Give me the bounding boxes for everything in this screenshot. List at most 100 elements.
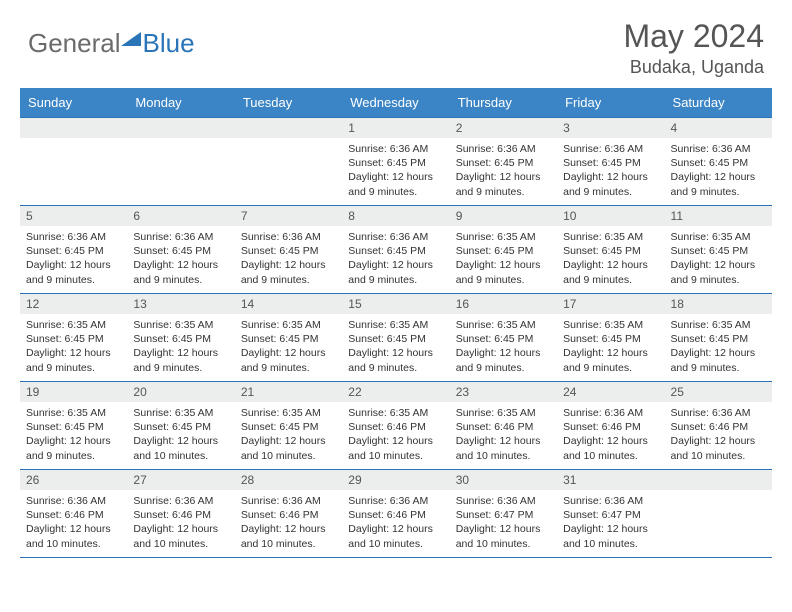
sunrise-line: Sunrise: 6:35 AM	[456, 230, 551, 244]
daylight-line: Daylight: 12 hours and 9 minutes.	[671, 258, 766, 286]
sunset-line: Sunset: 6:45 PM	[241, 420, 336, 434]
day-number: 16	[450, 294, 557, 314]
day-cell	[20, 118, 127, 206]
calendar-body: 1Sunrise: 6:36 AMSunset: 6:45 PMDaylight…	[20, 118, 772, 558]
daylight-line: Daylight: 12 hours and 10 minutes.	[563, 522, 658, 550]
daylight-line: Daylight: 12 hours and 9 minutes.	[241, 258, 336, 286]
day-number: 18	[665, 294, 772, 314]
day-number: 4	[665, 118, 772, 138]
sunset-line: Sunset: 6:46 PM	[26, 508, 121, 522]
day-cell: 5Sunrise: 6:36 AMSunset: 6:45 PMDaylight…	[20, 206, 127, 294]
sunrise-line: Sunrise: 6:35 AM	[26, 406, 121, 420]
sunset-line: Sunset: 6:46 PM	[241, 508, 336, 522]
daylight-line: Daylight: 12 hours and 9 minutes.	[563, 346, 658, 374]
day-cell: 2Sunrise: 6:36 AMSunset: 6:45 PMDaylight…	[450, 118, 557, 206]
daylight-line: Daylight: 12 hours and 10 minutes.	[26, 522, 121, 550]
day-number: 11	[665, 206, 772, 226]
day-number: 5	[20, 206, 127, 226]
day-number: 14	[235, 294, 342, 314]
daylight-line: Daylight: 12 hours and 9 minutes.	[671, 346, 766, 374]
daylight-line: Daylight: 12 hours and 10 minutes.	[241, 522, 336, 550]
day-data: Sunrise: 6:35 AMSunset: 6:45 PMDaylight:…	[20, 402, 127, 469]
sunrise-line: Sunrise: 6:36 AM	[456, 494, 551, 508]
sunset-line: Sunset: 6:47 PM	[563, 508, 658, 522]
day-cell: 7Sunrise: 6:36 AMSunset: 6:45 PMDaylight…	[235, 206, 342, 294]
day-data: Sunrise: 6:35 AMSunset: 6:45 PMDaylight:…	[665, 314, 772, 381]
day-cell: 3Sunrise: 6:36 AMSunset: 6:45 PMDaylight…	[557, 118, 664, 206]
day-cell: 28Sunrise: 6:36 AMSunset: 6:46 PMDayligh…	[235, 470, 342, 558]
day-cell: 20Sunrise: 6:35 AMSunset: 6:45 PMDayligh…	[127, 382, 234, 470]
week-row: 19Sunrise: 6:35 AMSunset: 6:45 PMDayligh…	[20, 382, 772, 470]
calendar-table: SundayMondayTuesdayWednesdayThursdayFrid…	[20, 88, 772, 558]
daylight-line: Daylight: 12 hours and 10 minutes.	[671, 434, 766, 462]
day-number: 29	[342, 470, 449, 490]
day-number: 20	[127, 382, 234, 402]
day-cell: 22Sunrise: 6:35 AMSunset: 6:46 PMDayligh…	[342, 382, 449, 470]
day-data: Sunrise: 6:36 AMSunset: 6:45 PMDaylight:…	[557, 138, 664, 205]
sunset-line: Sunset: 6:46 PM	[348, 420, 443, 434]
sunset-line: Sunset: 6:45 PM	[563, 156, 658, 170]
sunrise-line: Sunrise: 6:36 AM	[133, 230, 228, 244]
day-cell: 27Sunrise: 6:36 AMSunset: 6:46 PMDayligh…	[127, 470, 234, 558]
week-row: 12Sunrise: 6:35 AMSunset: 6:45 PMDayligh…	[20, 294, 772, 382]
day-number: 10	[557, 206, 664, 226]
daylight-line: Daylight: 12 hours and 9 minutes.	[26, 346, 121, 374]
day-data: Sunrise: 6:35 AMSunset: 6:45 PMDaylight:…	[127, 314, 234, 381]
logo: General Blue	[28, 18, 195, 59]
day-number: 22	[342, 382, 449, 402]
daylight-line: Daylight: 12 hours and 10 minutes.	[348, 434, 443, 462]
daylight-line: Daylight: 12 hours and 10 minutes.	[456, 522, 551, 550]
day-data: Sunrise: 6:36 AMSunset: 6:45 PMDaylight:…	[20, 226, 127, 293]
day-data: Sunrise: 6:35 AMSunset: 6:45 PMDaylight:…	[235, 402, 342, 469]
day-number: 30	[450, 470, 557, 490]
day-cell: 25Sunrise: 6:36 AMSunset: 6:46 PMDayligh…	[665, 382, 772, 470]
day-data: Sunrise: 6:36 AMSunset: 6:46 PMDaylight:…	[127, 490, 234, 557]
sunrise-line: Sunrise: 6:36 AM	[563, 406, 658, 420]
daylight-line: Daylight: 12 hours and 9 minutes.	[348, 258, 443, 286]
daylight-line: Daylight: 12 hours and 9 minutes.	[241, 346, 336, 374]
day-cell: 11Sunrise: 6:35 AMSunset: 6:45 PMDayligh…	[665, 206, 772, 294]
sunset-line: Sunset: 6:45 PM	[241, 244, 336, 258]
empty-day	[235, 118, 342, 138]
title-block: May 2024 Budaka, Uganda	[623, 18, 764, 78]
dayname-wednesday: Wednesday	[342, 88, 449, 118]
day-cell: 13Sunrise: 6:35 AMSunset: 6:45 PMDayligh…	[127, 294, 234, 382]
dayname-friday: Friday	[557, 88, 664, 118]
dayname-thursday: Thursday	[450, 88, 557, 118]
sunrise-line: Sunrise: 6:36 AM	[26, 230, 121, 244]
day-cell: 18Sunrise: 6:35 AMSunset: 6:45 PMDayligh…	[665, 294, 772, 382]
day-number: 15	[342, 294, 449, 314]
daylight-line: Daylight: 12 hours and 9 minutes.	[133, 258, 228, 286]
day-data: Sunrise: 6:35 AMSunset: 6:45 PMDaylight:…	[557, 314, 664, 381]
day-data: Sunrise: 6:35 AMSunset: 6:45 PMDaylight:…	[450, 314, 557, 381]
sunset-line: Sunset: 6:45 PM	[26, 332, 121, 346]
day-number: 9	[450, 206, 557, 226]
day-cell: 16Sunrise: 6:35 AMSunset: 6:45 PMDayligh…	[450, 294, 557, 382]
day-data: Sunrise: 6:36 AMSunset: 6:45 PMDaylight:…	[342, 226, 449, 293]
day-cell	[665, 470, 772, 558]
day-cell: 1Sunrise: 6:36 AMSunset: 6:45 PMDaylight…	[342, 118, 449, 206]
day-cell: 26Sunrise: 6:36 AMSunset: 6:46 PMDayligh…	[20, 470, 127, 558]
empty-day	[127, 118, 234, 138]
sunset-line: Sunset: 6:45 PM	[563, 244, 658, 258]
day-cell: 6Sunrise: 6:36 AMSunset: 6:45 PMDaylight…	[127, 206, 234, 294]
day-number: 3	[557, 118, 664, 138]
day-number: 2	[450, 118, 557, 138]
day-number: 8	[342, 206, 449, 226]
daylight-line: Daylight: 12 hours and 10 minutes.	[563, 434, 658, 462]
day-cell: 14Sunrise: 6:35 AMSunset: 6:45 PMDayligh…	[235, 294, 342, 382]
week-row: 1Sunrise: 6:36 AMSunset: 6:45 PMDaylight…	[20, 118, 772, 206]
sunset-line: Sunset: 6:45 PM	[348, 244, 443, 258]
sunrise-line: Sunrise: 6:36 AM	[456, 142, 551, 156]
sunrise-line: Sunrise: 6:35 AM	[563, 318, 658, 332]
sunset-line: Sunset: 6:45 PM	[671, 156, 766, 170]
daylight-line: Daylight: 12 hours and 9 minutes.	[348, 170, 443, 198]
day-data: Sunrise: 6:35 AMSunset: 6:45 PMDaylight:…	[557, 226, 664, 293]
day-cell: 21Sunrise: 6:35 AMSunset: 6:45 PMDayligh…	[235, 382, 342, 470]
day-data: Sunrise: 6:35 AMSunset: 6:45 PMDaylight:…	[450, 226, 557, 293]
dayname-saturday: Saturday	[665, 88, 772, 118]
dayname-monday: Monday	[127, 88, 234, 118]
day-data: Sunrise: 6:36 AMSunset: 6:46 PMDaylight:…	[665, 402, 772, 469]
logo-word1: General	[28, 28, 121, 59]
day-data: Sunrise: 6:36 AMSunset: 6:46 PMDaylight:…	[557, 402, 664, 469]
